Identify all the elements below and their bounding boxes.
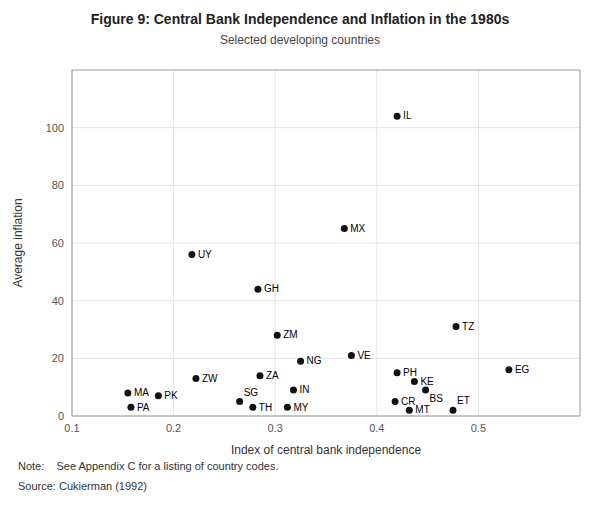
point-label: KE	[420, 376, 434, 387]
y-tick-label: 20	[52, 352, 64, 364]
point	[155, 392, 162, 399]
point-label: EG	[515, 364, 530, 375]
grid-line	[72, 127, 580, 128]
grid-line	[72, 358, 580, 359]
point	[453, 323, 460, 330]
point-label: PA	[137, 402, 150, 413]
point	[249, 404, 256, 411]
point	[127, 404, 134, 411]
point	[290, 387, 297, 394]
point-label: MY	[293, 402, 308, 413]
y-tick-label: 80	[52, 179, 64, 191]
point	[254, 286, 261, 293]
point	[505, 366, 512, 373]
point-label: MT	[415, 404, 429, 415]
x-tick-label: 0.1	[64, 422, 79, 434]
point	[274, 332, 281, 339]
point-label: PH	[403, 367, 417, 378]
point-label: BS	[430, 393, 444, 404]
point-label: SG	[244, 387, 259, 398]
grid-line	[72, 185, 580, 186]
point	[297, 358, 304, 365]
point	[422, 387, 429, 394]
point-label: IN	[299, 384, 309, 395]
point	[394, 113, 401, 120]
points	[124, 113, 512, 414]
x-tick-label: 0.5	[471, 422, 486, 434]
plot-frame	[72, 70, 580, 416]
point	[188, 251, 195, 258]
point	[192, 375, 199, 382]
point	[411, 378, 418, 385]
point-label: IL	[403, 110, 412, 121]
annotation: Source: Cukierman (1992)	[18, 480, 147, 492]
point	[284, 404, 291, 411]
x-tick-label: 0.4	[369, 422, 384, 434]
x-axis-label: Index of central bank independence	[231, 443, 421, 457]
grid-line	[72, 243, 580, 244]
point-label: TZ	[462, 321, 474, 332]
point	[450, 407, 457, 414]
point-labels: MA PK PA UY ZW SGTH GH ZA ZM NG IN MY VE MX IL PHKE CR BS…	[134, 110, 530, 415]
point	[236, 398, 243, 405]
grid-line	[72, 300, 580, 301]
point-label: ZW	[202, 373, 218, 384]
point-label: TH	[259, 402, 272, 413]
title: Figure 9: Central Bank Independence and …	[91, 11, 510, 27]
point	[348, 352, 355, 359]
point-label: PK	[164, 390, 178, 401]
point-label: MA	[134, 387, 149, 398]
grid	[72, 70, 580, 416]
point	[392, 398, 399, 405]
point-label: CR	[401, 396, 415, 407]
y-axis-label: Average inflation	[11, 198, 25, 287]
point	[406, 407, 413, 414]
point-label: ZM	[283, 329, 297, 340]
point	[394, 369, 401, 376]
point-label: NG	[307, 355, 322, 366]
point-label: UY	[198, 249, 212, 260]
point-label: ET	[457, 395, 470, 406]
y-tick-label: 0	[58, 410, 64, 422]
y-tick-label: 40	[52, 295, 64, 307]
y-tick-label: 60	[52, 237, 64, 249]
point-label: VE	[357, 350, 371, 361]
point-label: ZA	[266, 370, 279, 381]
point-label: MX	[350, 223, 365, 234]
point	[256, 372, 263, 379]
point	[341, 225, 348, 232]
y-tick-label: 100	[46, 122, 64, 134]
x-tick-label: 0.2	[166, 422, 181, 434]
chart: Figure 9: Central Bank Independence and …	[0, 0, 600, 515]
ticks: 0.1 0.2 0.3 0.4 0.5 0 20 40 60 80 100	[46, 122, 486, 434]
x-tick-label: 0.3	[268, 422, 283, 434]
point	[124, 389, 131, 396]
subtitle: Selected developing countries	[220, 33, 380, 47]
annotation: Note: See Appendix C for a listing of co…	[18, 460, 278, 472]
point-label: GH	[264, 283, 279, 294]
